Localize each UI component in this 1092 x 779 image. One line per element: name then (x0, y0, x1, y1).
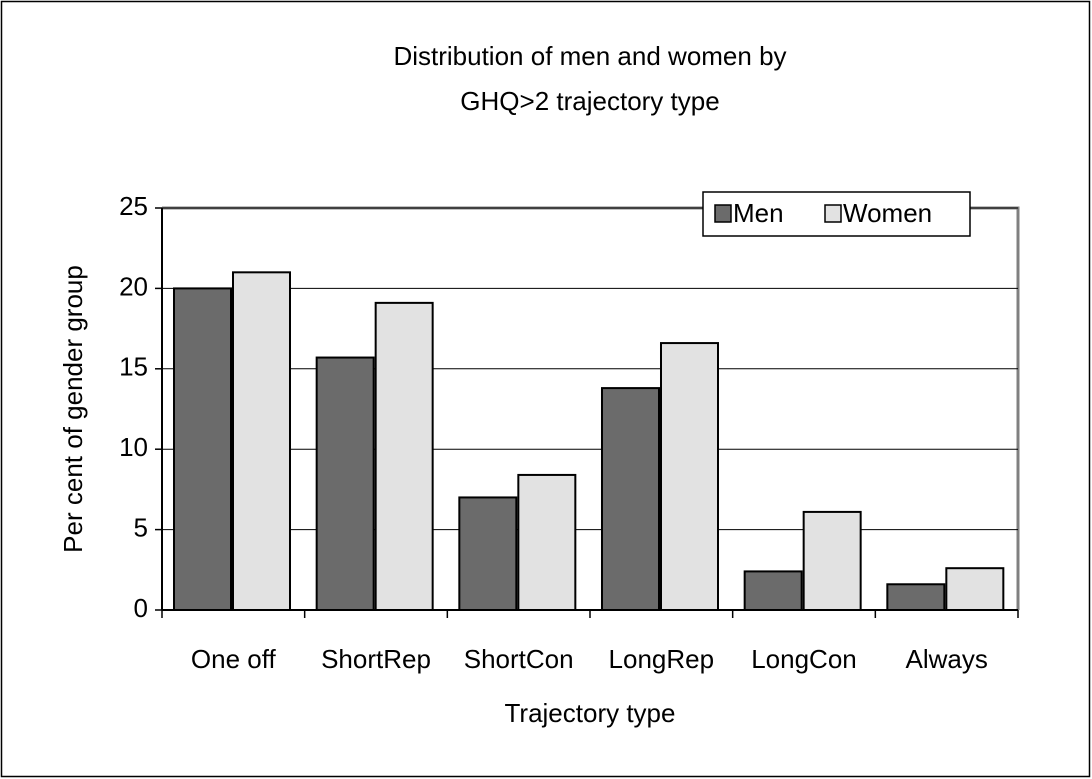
x-tick-label: LongCon (751, 644, 857, 674)
x-tick-label: ShortRep (321, 644, 431, 674)
bar (802, 510, 862, 611)
legend-box (702, 191, 971, 237)
chart-title: GHQ>2 trajectory type (460, 86, 719, 116)
bar (231, 271, 291, 611)
y-tick-label: 20 (119, 271, 148, 301)
y-tick-label: 5 (134, 512, 148, 542)
bar (945, 567, 1005, 612)
bar (315, 356, 375, 611)
bar (600, 387, 660, 612)
legend-swatch (824, 204, 842, 223)
y-axis-label: Per cent of gender group (58, 265, 88, 553)
x-tick-label: ShortCon (464, 644, 574, 674)
bar (517, 473, 577, 612)
bar (659, 342, 719, 611)
x-axis-label: Trajectory type (505, 698, 676, 728)
bar (172, 287, 232, 611)
bar (458, 496, 518, 611)
bar (886, 583, 946, 611)
y-tick-label: 10 (119, 432, 148, 462)
y-tick-label: 15 (119, 352, 148, 382)
chart-title: Distribution of men and women by (393, 41, 786, 71)
bar (743, 570, 803, 612)
x-tick-label: One off (191, 644, 277, 674)
legend-swatch (714, 204, 732, 223)
x-tick-label: Always (905, 644, 987, 674)
y-tick-label: 0 (134, 593, 148, 623)
legend-label: Women (843, 198, 932, 228)
bar (374, 301, 434, 611)
legend-label: Men (733, 198, 784, 228)
y-tick-label: 25 (119, 191, 148, 221)
x-tick-label: LongRep (609, 644, 715, 674)
